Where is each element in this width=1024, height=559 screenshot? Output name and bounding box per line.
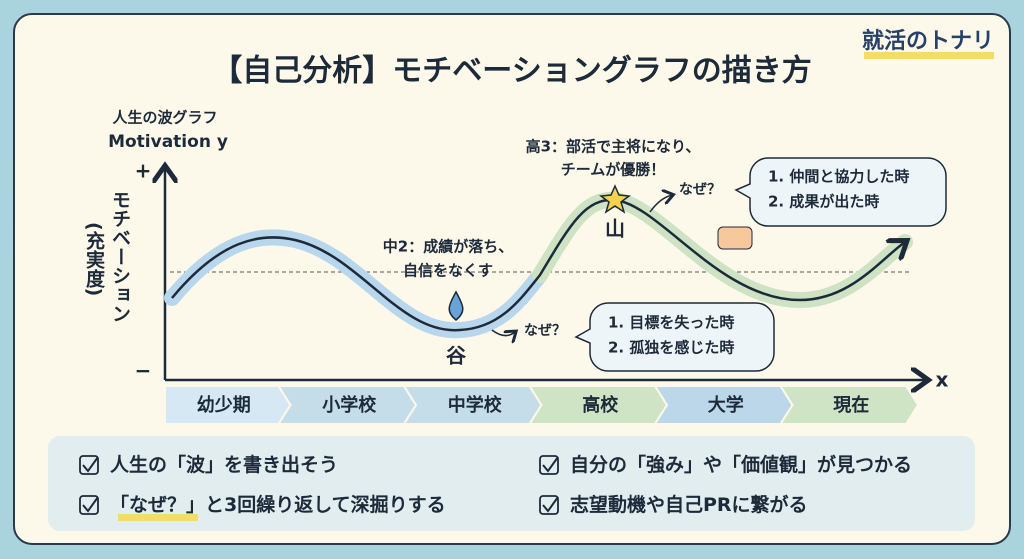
check xyxy=(82,496,99,513)
check xyxy=(542,456,559,473)
valley-line: 自信をなくす xyxy=(403,262,493,280)
check xyxy=(82,456,99,473)
stage-label: 小学校 xyxy=(322,394,377,416)
valley-mark: 谷 xyxy=(446,344,467,368)
peak-mark: 山 xyxy=(605,217,625,241)
axis-caption: 人生の波グラフ xyxy=(112,109,217,127)
title: 【自己分析】モチベーショングラフの描き方 xyxy=(212,54,811,89)
checklist-text: 自分の「強み」や「価値観」が見つかる xyxy=(570,453,912,476)
check xyxy=(542,496,559,513)
checkbox xyxy=(79,495,99,515)
peak-arrow xyxy=(649,195,672,213)
peak-reason: 2. 成果が出た時 xyxy=(768,193,879,211)
checkbox xyxy=(539,455,559,475)
x-label: x xyxy=(936,368,949,392)
peak-line: チームが優勝！ xyxy=(561,161,666,179)
valley-reason: 1. 目標を失った時 xyxy=(608,314,734,332)
peak-why: なぜ？ xyxy=(679,182,721,198)
y-subtitle: (充実度) xyxy=(83,222,105,296)
checklist-item: 志望動機や自己PRに繋がる xyxy=(570,493,808,516)
peak-line: 高3：部活で主将になり、 xyxy=(526,138,701,156)
checklist-item: 自分の「強み」や「価値観」が見つかる xyxy=(570,453,912,476)
stage-label: 高校 xyxy=(582,394,619,416)
y-title: モチベーション xyxy=(109,190,131,323)
peak-bubble xyxy=(734,157,947,227)
checklist-text: 志望動機や自己PRに繋がる xyxy=(570,493,808,516)
stage-label: 幼少期 xyxy=(197,394,251,416)
star-icon xyxy=(599,184,631,214)
stage xyxy=(778,385,920,425)
brand-underline xyxy=(864,52,994,59)
thumb-icon xyxy=(717,226,753,250)
stage-label: 中学校 xyxy=(448,394,503,416)
checklist-text: と3回繰り返して深掘りする xyxy=(205,493,446,516)
checkbox xyxy=(539,495,559,515)
checklist: 人生の「波」を書き出そう「なぜ？」と3回繰り返して深掘りする自分の「強み」や「価… xyxy=(79,453,912,516)
checklist-text: 人生の「波」を書き出そう xyxy=(110,453,338,476)
plus: + xyxy=(135,159,152,183)
valley-line: 中2：成績が落ち、 xyxy=(383,238,513,256)
checkbox xyxy=(79,455,99,475)
wave xyxy=(171,198,905,332)
minus: − xyxy=(135,359,152,383)
drop-icon xyxy=(448,290,464,321)
checklist-panel xyxy=(48,436,975,531)
stage-label: 大学 xyxy=(708,394,744,416)
y-label: Motivation y xyxy=(108,132,228,152)
peak-reason: 1. 仲間と協力した時 xyxy=(768,168,909,186)
valley-why: なぜ？ xyxy=(524,323,566,339)
highlight xyxy=(118,514,198,521)
brand: 就活のトナリ xyxy=(862,28,994,54)
checklist-item: 「なぜ？」と3回繰り返して深掘りする xyxy=(110,493,446,516)
valley-bubble xyxy=(574,302,775,372)
stage-row: 幼少期 小学校 中学校 高校 大学 現在 xyxy=(164,385,920,425)
valley-arrow xyxy=(491,329,515,336)
checklist-text: 「なぜ？」 xyxy=(110,493,205,516)
checklist-item: 人生の「波」を書き出そう xyxy=(110,453,338,476)
stage-label: 現在 xyxy=(833,394,869,416)
valley-reason: 2. 孤独を感じた時 xyxy=(608,339,734,357)
